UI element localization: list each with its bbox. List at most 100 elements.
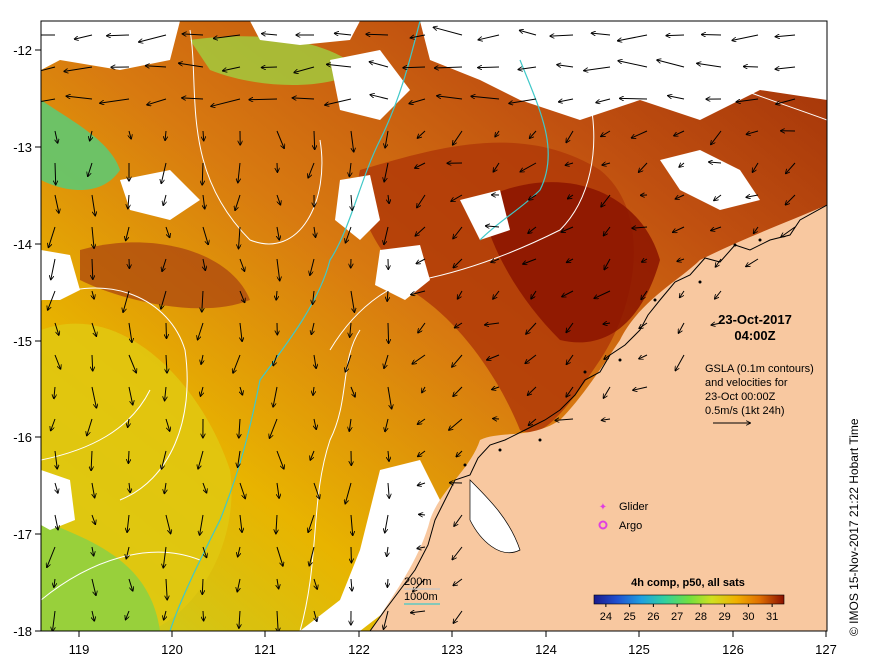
velocity-arrow	[584, 66, 611, 71]
velocity-arrow	[239, 290, 245, 302]
velocity-arrow	[55, 450, 57, 469]
svg-text:-15: -15	[13, 334, 32, 349]
cool-water-patch-south	[41, 520, 160, 631]
y-tick-minus13: -13	[13, 140, 41, 155]
x-tick-122: 122	[348, 631, 370, 657]
velocity-arrow	[54, 514, 58, 530]
velocity-arrow	[64, 66, 93, 71]
x-tick-127: 127	[815, 631, 837, 657]
velocity-arrow	[345, 354, 352, 372]
velocity-arrow	[411, 290, 426, 295]
velocity-arrow	[555, 419, 574, 420]
velocity-arrow	[277, 226, 279, 240]
velocity-arrow	[518, 67, 537, 70]
velocity-arrow	[387, 386, 392, 409]
velocity-arrow	[453, 130, 463, 145]
velocity-arrow	[165, 386, 166, 401]
velocity-arrow	[182, 98, 204, 99]
velocity-arrow	[520, 30, 537, 36]
velocity-arrow	[128, 450, 129, 463]
velocity-arrow	[276, 258, 280, 281]
velocity-arrow	[370, 62, 389, 68]
velocity-arrow	[679, 322, 685, 333]
colorbar-ticks: 24 25 26 27 28 29 30 31	[600, 604, 778, 623]
velocity-arrow	[487, 354, 500, 360]
velocity-arrow	[48, 290, 56, 310]
velocity-arrow	[385, 514, 389, 533]
velocity-arrow	[41, 98, 56, 102]
velocity-arrow	[601, 130, 611, 136]
velocity-arrow	[449, 418, 463, 430]
y-axis: -12 -13 -14 -15 -16 -17 -18	[13, 43, 41, 639]
velocity-arrow	[715, 290, 722, 299]
velocity-arrow	[384, 162, 389, 182]
velocity-arrow	[92, 546, 94, 556]
svg-text:123: 123	[441, 642, 463, 657]
velocity-arrow	[314, 610, 317, 621]
velocity-arrow	[166, 354, 167, 373]
velocity-arrow	[603, 323, 611, 324]
velocity-arrow	[528, 386, 537, 395]
velocity-arrow	[415, 226, 426, 236]
velocity-arrow	[51, 258, 56, 280]
x-tick-121: 121	[254, 631, 276, 657]
velocity-arrow	[161, 162, 167, 183]
velocity-arrow	[277, 610, 278, 631]
gsla-note-line-1: GSLA (0.1m contours)	[705, 363, 814, 375]
velocity-arrow	[54, 354, 61, 369]
velocity-arrow	[454, 514, 463, 526]
velocity-arrow	[455, 322, 463, 328]
velocity-arrow	[509, 98, 537, 103]
imos-credit: © IMOS 15-Nov-2017 21:22 Hobart Time	[847, 418, 861, 636]
velocity-arrow	[453, 610, 463, 623]
velocity-arrow	[351, 514, 353, 535]
velocity-arrow	[166, 322, 167, 338]
plot-frame	[40, 20, 828, 632]
velocity-arrow	[528, 226, 537, 233]
velocity-arrow	[781, 226, 796, 237]
velocity-arrow	[277, 482, 279, 498]
velocity-arrow	[702, 35, 722, 36]
velocity-arrow	[311, 322, 314, 334]
isobath-1000m-east	[479, 59, 549, 241]
velocity-arrow	[91, 322, 96, 336]
velocity-arrow	[403, 67, 426, 68]
velocity-arrow	[709, 162, 722, 163]
x-tick-125: 125	[628, 631, 650, 657]
velocity-arrow	[92, 226, 94, 248]
coastal-inlet	[469, 479, 521, 553]
velocity-arrow	[478, 67, 500, 68]
velocity-arrow	[66, 96, 93, 100]
x-tick-120: 120	[161, 631, 183, 657]
velocity-arrow	[775, 67, 796, 69]
velocity-arrow	[456, 450, 463, 457]
velocity-arrow	[201, 354, 203, 364]
velocity-arrow	[418, 418, 426, 424]
velocity-arrow	[198, 322, 204, 340]
velocity-arrow	[277, 578, 279, 589]
velocity-arrow	[566, 163, 574, 165]
svg-text:120: 120	[161, 642, 183, 657]
isobath-1000m	[169, 21, 421, 631]
velocity-arrow	[239, 482, 245, 498]
velocity-arrow	[566, 386, 574, 397]
coastal-islands	[463, 238, 762, 467]
velocity-arrow	[235, 194, 241, 210]
y-tick-minus12: -12	[13, 43, 41, 58]
velocity-arrow	[620, 98, 648, 99]
velocity-arrow	[471, 96, 500, 100]
velocity-arrow	[239, 418, 240, 438]
velocity-arrow	[165, 226, 170, 237]
velocity-arrow	[602, 419, 611, 420]
velocity-arrow	[273, 386, 278, 407]
velocity-arrow	[486, 226, 500, 227]
velocity-arrow	[107, 35, 130, 36]
velocity-arrow	[523, 258, 537, 264]
velocity-arrow	[162, 258, 167, 271]
velocity-arrow	[202, 578, 203, 594]
velocity-arrow	[87, 418, 93, 436]
velocity-arrow	[54, 578, 55, 587]
velocity-arrow	[388, 322, 389, 343]
velocity-arrow	[202, 162, 203, 185]
velocity-arrow	[418, 450, 426, 456]
